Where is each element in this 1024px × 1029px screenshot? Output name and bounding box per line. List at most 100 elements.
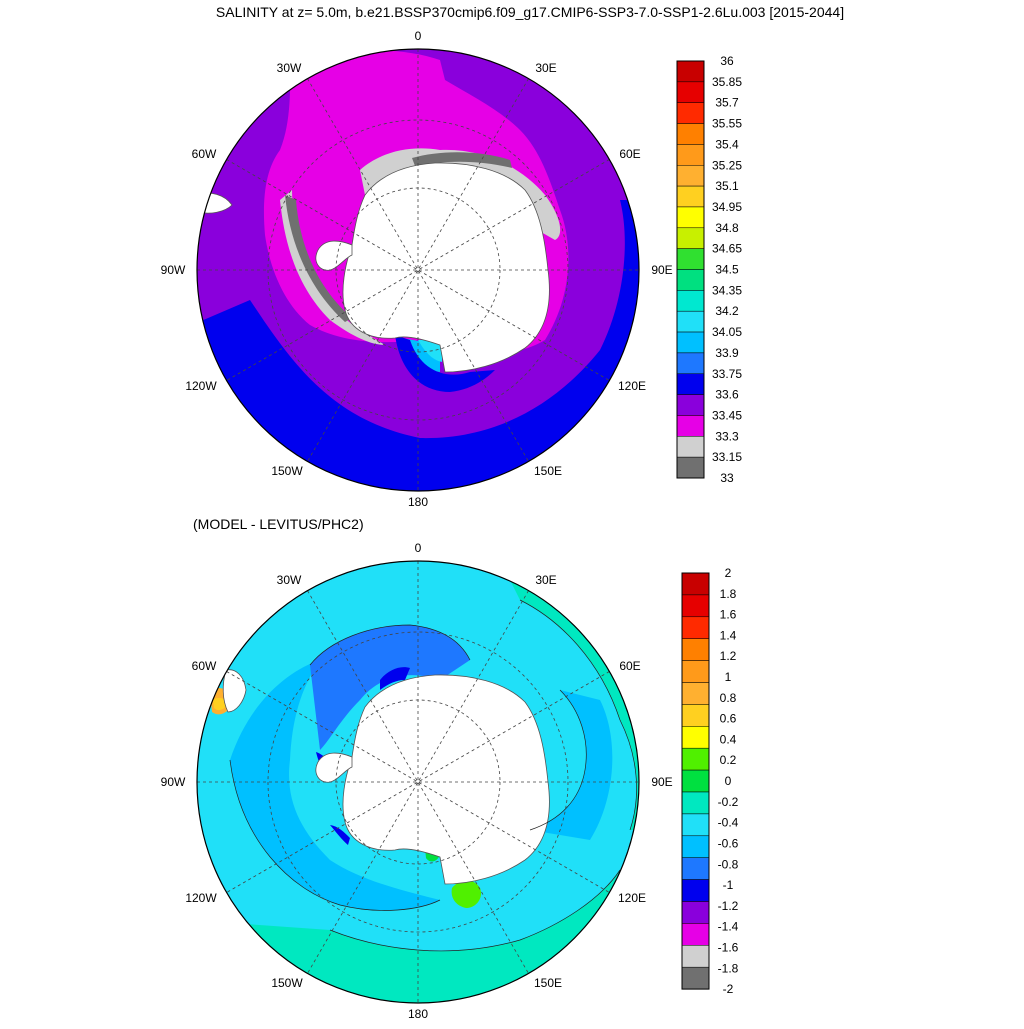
bottom-colorbar-label: 2 — [725, 566, 732, 580]
bottom-lon-90e: 90E — [651, 775, 672, 789]
bottom-lon-120w: 120W — [185, 891, 217, 905]
top-colorbar-swatch — [676, 185, 705, 208]
top-colorbar-swatch — [676, 227, 705, 249]
bottom-colorbar-label: -1 — [723, 878, 734, 892]
south-america-landmass-bottom — [222, 669, 247, 713]
bottom-colorbar-swatch — [681, 682, 710, 705]
bottom-colorbar-label: 0.6 — [720, 712, 737, 726]
top-colorbar-label: 35.85 — [712, 75, 742, 89]
top-colorbar-swatch — [676, 352, 705, 374]
antarctica-landmass — [342, 162, 550, 373]
top-title: SALINITY at z= 5.0m, b.e21.BSSP370cmip6.… — [216, 4, 844, 20]
top-colorbar-label: 34.8 — [715, 221, 739, 235]
bottom-colorbar-swatch — [681, 791, 710, 815]
diff-neg0-8-fill — [310, 625, 470, 750]
salinity-33-fill-weddell — [412, 152, 512, 168]
bottom-colorbar-swatch — [681, 572, 710, 596]
bottom-colorbar-label: 1 — [725, 670, 732, 684]
top-colorbar-swatch — [676, 269, 705, 291]
top-colorbar-label: 35.25 — [712, 158, 742, 172]
bottom-colorbar-swatch — [681, 945, 710, 968]
top-lon-60w: 60W — [192, 147, 217, 161]
bottom-colorbar-swatch — [681, 726, 710, 749]
bottom-colorbar: 2 1.8 1.6 1.4 1.2 1 0.8 0.6 0.4 0.2 0 -0.2 -0.4 -0.6 -… — [681, 566, 739, 996]
peninsula-landmass-bottom — [315, 752, 353, 783]
bottom-map-frame — [196, 560, 640, 1004]
top-colorbar-label: 34.05 — [712, 325, 742, 339]
top-map-frame — [196, 48, 640, 492]
top-colorbar-swatch — [676, 123, 705, 145]
bottom-colorbar-label: -2 — [723, 982, 734, 996]
top-colorbar-label: 35.7 — [715, 96, 739, 110]
bottom-title: (MODEL - LEVITUS/PHC2) — [193, 516, 364, 532]
top-lon-180: 180 — [408, 495, 428, 509]
top-colorbar-swatch — [676, 290, 705, 312]
bottom-colorbar-label: -1.8 — [718, 961, 739, 975]
top-lon-90e: 90E — [651, 263, 672, 277]
bottom-colorbar-swatch — [681, 660, 710, 683]
top-colorbar-swatch — [676, 436, 705, 458]
bottom-colorbar-label: -1.6 — [718, 940, 739, 954]
bottom-lon-30e: 30E — [535, 573, 556, 587]
top-colorbar-label: 34.65 — [712, 242, 742, 256]
salinity-33-fill — [285, 195, 352, 322]
bottom-colorbar-label: -1.2 — [718, 899, 739, 913]
top-graticule — [197, 49, 639, 491]
bottom-lon-0: 0 — [415, 541, 422, 555]
top-colorbar-label: 35.4 — [715, 137, 739, 151]
top-colorbar-swatch — [676, 248, 705, 270]
salinity-33-6-fill — [197, 200, 639, 491]
bottom-colorbar-swatch — [681, 769, 710, 793]
top-lon-150w: 150W — [271, 464, 303, 478]
bottom-colorbar-swatch — [681, 747, 710, 771]
bottom-lon-180: 180 — [408, 1007, 428, 1021]
bottom-colorbar-label: -0.4 — [718, 816, 739, 830]
bottom-colorbar-swatch — [681, 813, 710, 837]
top-colorbar-swatch — [676, 60, 705, 83]
bottom-colorbar-label: 0.8 — [720, 691, 737, 705]
bottom-lon-60e: 60E — [619, 659, 640, 673]
salinity-ross-fill-3 — [395, 335, 495, 392]
top-lon-90w: 90W — [161, 263, 186, 277]
bottom-colorbar-swatch — [681, 966, 710, 990]
bottom-lon-90w: 90W — [161, 775, 186, 789]
top-colorbar-swatch — [676, 373, 705, 395]
top-colorbar-label: 33.6 — [715, 388, 739, 402]
bottom-colorbar-label: -1.4 — [718, 920, 739, 934]
bottom-lon-150e: 150E — [534, 976, 562, 990]
diff-neg0-6-fill-east — [530, 690, 613, 840]
top-colorbar-swatch — [676, 331, 705, 354]
top-colorbar-label: 34.35 — [712, 283, 742, 297]
bottom-colorbar-label: -0.2 — [718, 795, 739, 809]
bottom-colorbar-swatch — [681, 835, 710, 858]
bottom-map — [197, 561, 639, 1003]
bottom-colorbar-swatch — [681, 594, 710, 618]
top-lon-120w: 120W — [185, 379, 217, 393]
top-colorbar-label: 34.5 — [715, 263, 739, 277]
antarctica-landmass-bottom — [342, 674, 550, 885]
top-lon-0: 0 — [415, 29, 422, 43]
bottom-colorbar-swatch — [681, 901, 710, 924]
top-colorbar-swatch — [676, 81, 705, 103]
top-map — [197, 49, 639, 491]
bottom-colorbar-label: 1.6 — [720, 608, 737, 622]
bottom-colorbar-swatch — [681, 879, 710, 902]
top-colorbar-label: 33.3 — [715, 429, 739, 443]
bottom-colorbar-swatch — [681, 923, 710, 946]
bottom-lon-120e: 120E — [618, 891, 646, 905]
top-colorbar-swatch — [676, 144, 705, 166]
top-colorbar-label: 33.75 — [712, 367, 742, 381]
top-colorbar-label: 36 — [720, 54, 734, 68]
bottom-colorbar-label: 1.8 — [720, 587, 737, 601]
bottom-contours — [229, 599, 637, 952]
bottom-colorbar-label: 0.2 — [720, 753, 737, 767]
peninsula-landmass — [315, 240, 353, 271]
top-colorbar-swatch — [676, 102, 705, 124]
top-lon-labels: 0 30E 60E 90E 120E 150E 180 150W 120W 90… — [161, 29, 673, 509]
top-colorbar-swatch — [676, 415, 705, 437]
top-colorbar-label: 33.9 — [715, 346, 739, 360]
top-colorbar-swatch — [676, 310, 705, 333]
top-colorbar-swatch — [676, 165, 705, 187]
top-colorbar-label: 33.45 — [712, 408, 742, 422]
